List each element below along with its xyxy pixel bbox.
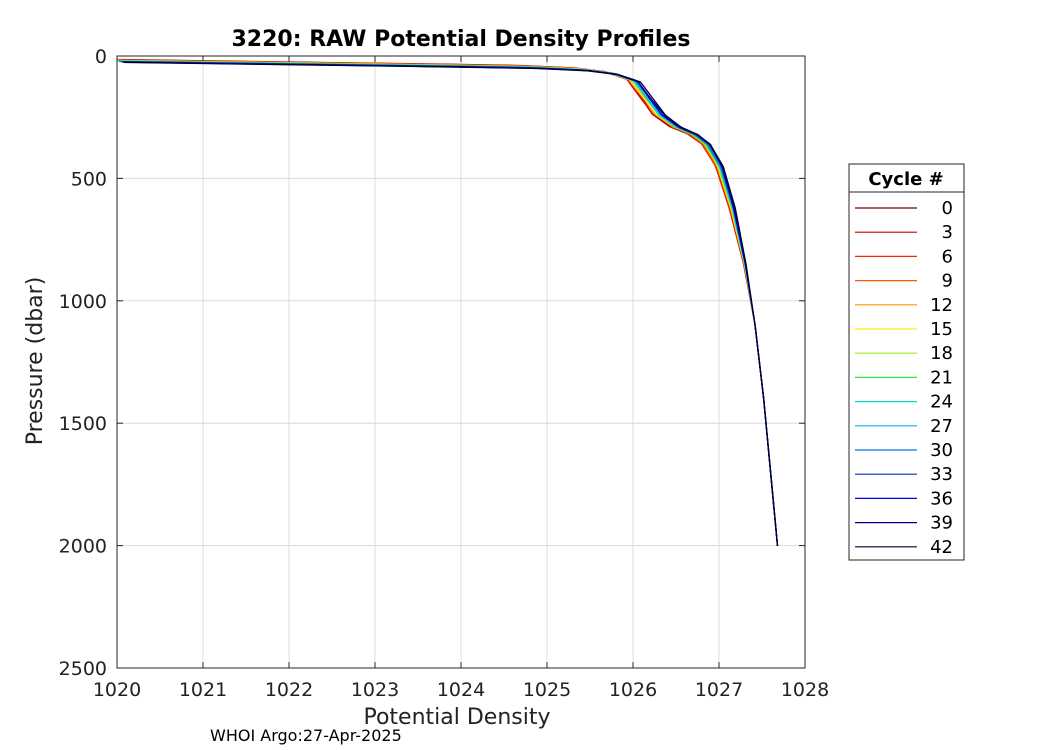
legend-label-cycle-9: 9 <box>942 271 953 292</box>
y-tick-label: 0 <box>95 46 107 68</box>
x-tick-label: 1028 <box>781 679 829 701</box>
profile-line-cycle-42 <box>123 61 779 547</box>
y-tick-label: 500 <box>71 168 107 190</box>
y-tick-label: 2500 <box>59 658 107 680</box>
legend-label-cycle-42: 42 <box>930 537 953 558</box>
x-tick-label: 1027 <box>695 679 743 701</box>
legend-label-cycle-36: 36 <box>930 488 953 509</box>
chart-title: 3220: RAW Potential Density Profiles <box>232 27 691 52</box>
legend-title: Cycle # <box>868 169 943 190</box>
legend-label-cycle-18: 18 <box>930 343 953 364</box>
footer-annotation: WHOI Argo:27-Apr-2025 <box>210 726 402 745</box>
legend-label-cycle-30: 30 <box>930 440 953 461</box>
legend-label-cycle-6: 6 <box>942 246 953 267</box>
y-tick-labels: 0 500 1000 1500 2000 2500 <box>59 46 107 680</box>
x-axis-label: Potential Density <box>363 705 550 730</box>
x-tick-label: 1020 <box>93 679 141 701</box>
plot-frame <box>116 55 806 669</box>
legend-box <box>848 163 965 561</box>
legend-label-cycle-39: 39 <box>930 513 953 534</box>
legend-label-cycle-27: 27 <box>930 416 953 437</box>
series-group <box>117 58 779 547</box>
x-tick-label: 1024 <box>437 679 485 701</box>
x-tick-label: 1023 <box>351 679 399 701</box>
y-tick-label: 1000 <box>59 291 107 313</box>
legend-label-cycle-12: 12 <box>930 295 953 316</box>
x-tick-label: 1025 <box>523 679 571 701</box>
x-tick-labels: 1020 1021 1022 1023 1024 1025 1026 1027 1028 <box>93 679 829 701</box>
legend-label-cycle-3: 3 <box>942 222 953 243</box>
legend-label-cycle-21: 21 <box>930 367 953 388</box>
y-tick-label: 1500 <box>59 413 107 435</box>
legend-label-cycle-24: 24 <box>930 392 953 413</box>
y-axis-label: Pressure (dbar) <box>23 277 48 446</box>
legend-label-cycle-0: 0 <box>942 198 953 219</box>
x-tick-label: 1026 <box>609 679 657 701</box>
y-tick-label: 2000 <box>59 536 107 558</box>
x-tick-label: 1022 <box>265 679 313 701</box>
legend-label-cycle-33: 33 <box>930 464 953 485</box>
x-tick-label: 1021 <box>179 679 227 701</box>
legend-label-cycle-15: 15 <box>930 319 953 340</box>
